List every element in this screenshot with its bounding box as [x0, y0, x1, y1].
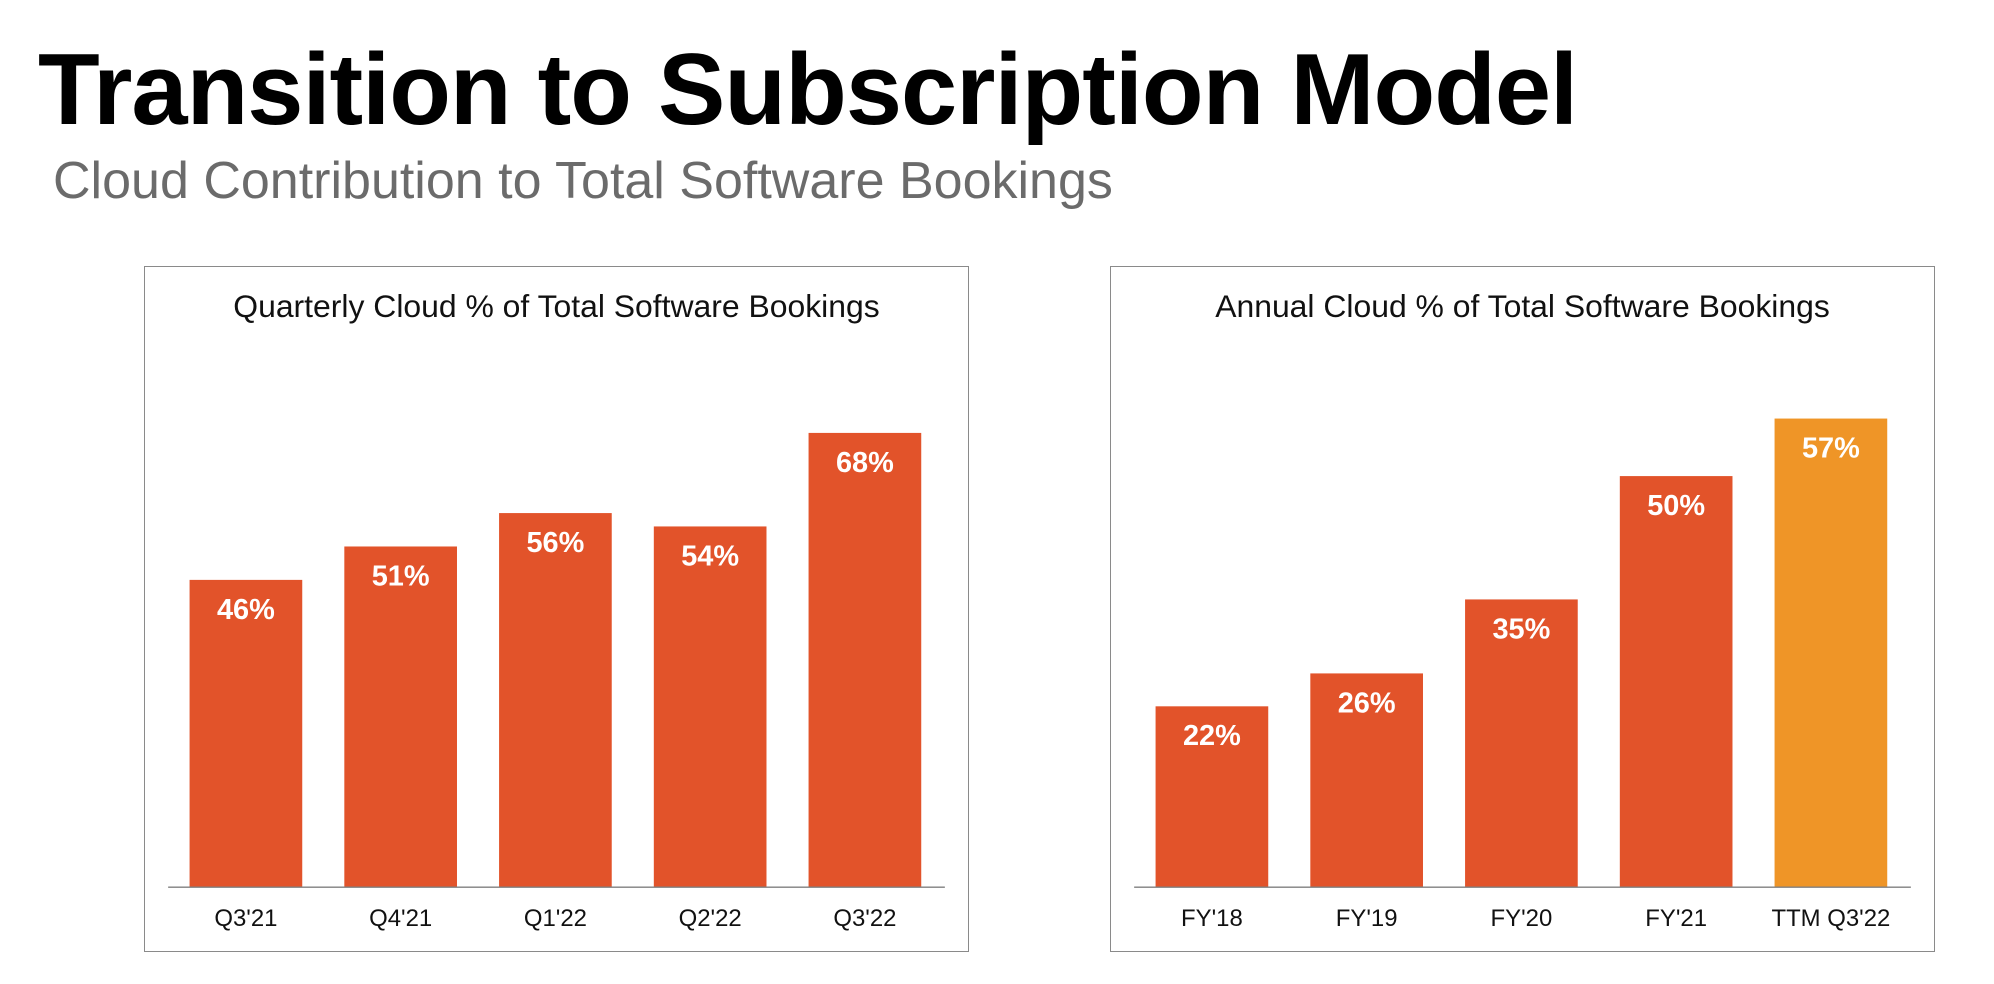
annual-x-tick-label-2: FY'19: [1336, 905, 1398, 932]
quarterly-bar-3: [499, 513, 612, 888]
annual-x-tick-label-5: TTM Q3'22: [1771, 905, 1890, 932]
annual-bar-2: [1310, 673, 1423, 888]
annual-data-label-3: 35%: [1492, 613, 1550, 645]
annual-data-label-5: 57%: [1802, 432, 1860, 464]
quarterly-cloud-chart: Quarterly Cloud % of Total Software Book…: [168, 288, 945, 932]
quarterly-x-tick-label-1: Q3'21: [214, 905, 277, 932]
annual-x-tick-label-3: FY'20: [1491, 905, 1553, 932]
annual-chart-title: Annual Cloud % of Total Software Booking…: [1215, 288, 1830, 324]
annual-chart-panel: Annual Cloud % of Total Software Booking…: [1110, 266, 1935, 952]
quarterly-x-tick-label-2: Q4'21: [369, 905, 432, 932]
quarterly-x-tick-label-3: Q1'22: [524, 905, 587, 932]
quarterly-chart-title: Quarterly Cloud % of Total Software Book…: [233, 288, 879, 324]
annual-data-label-1: 22%: [1183, 720, 1241, 752]
annual-data-label-2: 26%: [1338, 687, 1396, 719]
quarterly-bar-5: [808, 432, 922, 888]
annual-data-label-4: 50%: [1647, 490, 1705, 522]
annual-x-tick-label-4: FY'21: [1645, 905, 1707, 932]
annual-bar-5: [1774, 418, 1888, 888]
quarterly-x-tick-label-4: Q2'22: [679, 905, 742, 932]
quarterly-data-label-1: 46%: [217, 594, 275, 626]
annual-cloud-chart: Annual Cloud % of Total Software Booking…: [1134, 288, 1911, 932]
quarterly-x-tick-label-5: Q3'22: [833, 905, 896, 932]
quarterly-data-label-3: 56%: [526, 527, 584, 559]
page-title: Transition to Subscription Model: [38, 34, 1578, 146]
quarterly-data-label-4: 54%: [681, 540, 739, 572]
annual-bar-3: [1465, 599, 1578, 888]
quarterly-data-label-5: 68%: [836, 447, 894, 479]
annual-bar-1: [1155, 706, 1269, 888]
quarterly-chart-panel: Quarterly Cloud % of Total Software Book…: [144, 266, 969, 952]
quarterly-bar-2: [344, 546, 457, 888]
quarterly-bar-4: [653, 526, 767, 888]
page-subtitle: Cloud Contribution to Total Software Boo…: [53, 152, 1113, 210]
annual-bar-4: [1619, 476, 1733, 888]
annual-x-tick-label-1: FY'18: [1181, 905, 1243, 932]
quarterly-data-label-2: 51%: [372, 560, 430, 592]
quarterly-bar-1: [189, 579, 303, 888]
